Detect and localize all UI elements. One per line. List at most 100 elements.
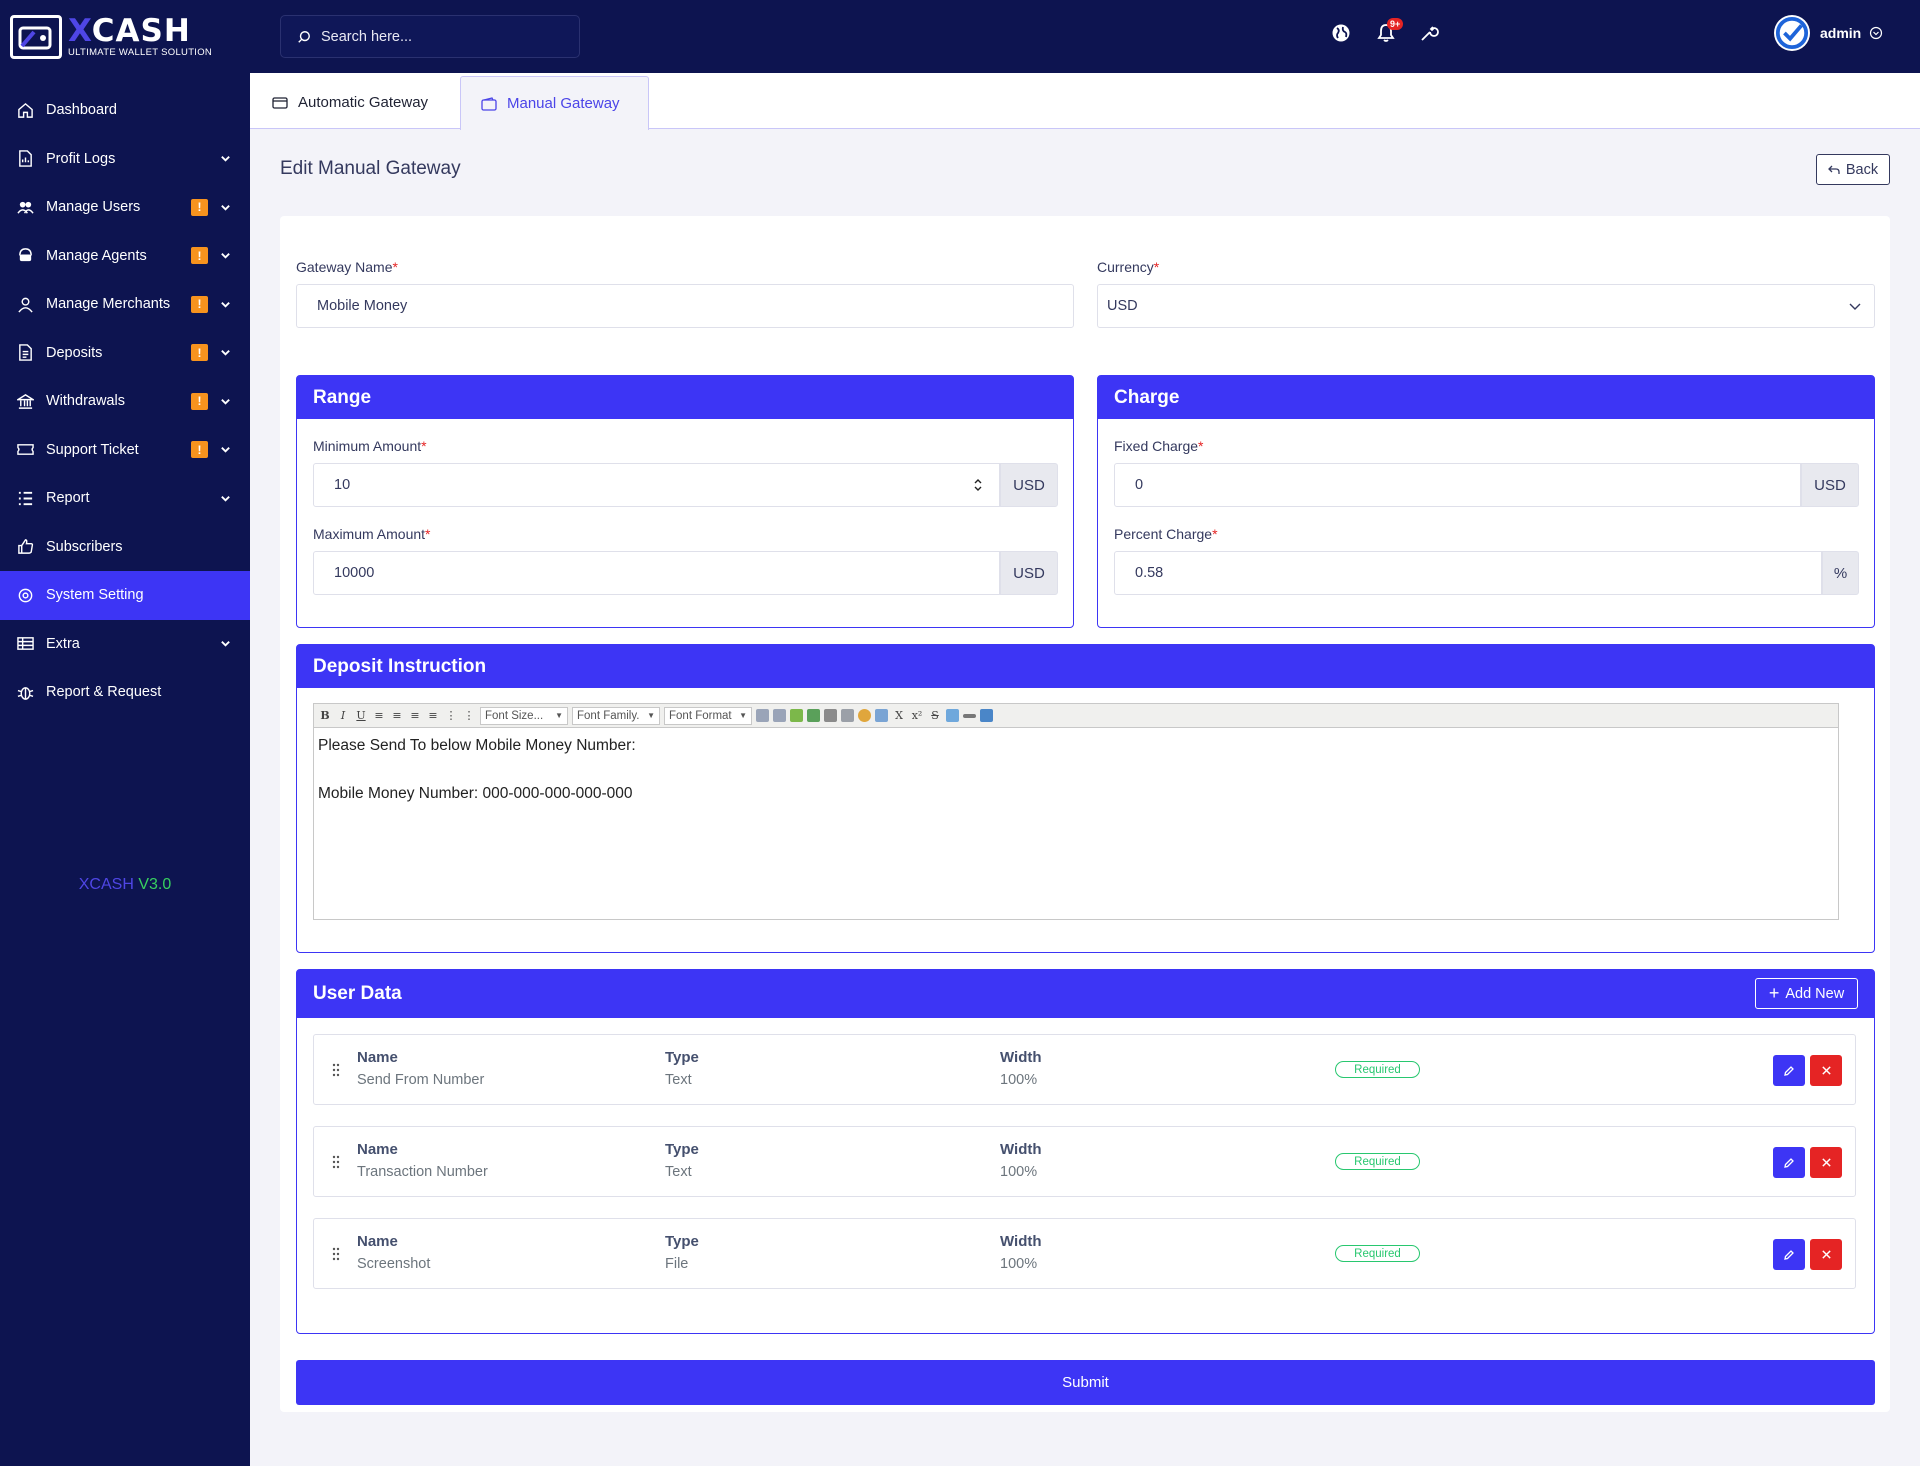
delete-button[interactable] xyxy=(1810,1147,1842,1178)
sidebar-item-report-request[interactable]: Report & Request xyxy=(0,668,250,717)
ticket-icon xyxy=(16,441,34,459)
align-right-icon[interactable]: ≡ xyxy=(410,709,420,722)
logo[interactable]: XCASH ULTIMATE WALLET SOLUTION xyxy=(0,0,250,73)
italic-button[interactable]: I xyxy=(340,709,346,722)
bold-button[interactable]: B xyxy=(320,709,330,722)
editor-content[interactable]: Please Send To below Mobile Money Number… xyxy=(314,728,1838,812)
image-icon[interactable] xyxy=(875,709,888,722)
ordered-list-icon[interactable]: ⋮ xyxy=(445,709,457,722)
link-icon[interactable] xyxy=(824,709,837,722)
outdent-icon[interactable] xyxy=(773,709,786,722)
sidebar-item-extra[interactable]: Extra xyxy=(0,620,250,669)
sidebar-item-deposits[interactable]: Deposits! xyxy=(0,329,250,378)
drag-handle-icon[interactable] xyxy=(332,1063,340,1077)
tab-manual-gateway[interactable]: Manual Gateway xyxy=(460,76,649,130)
drag-handle-icon[interactable] xyxy=(332,1247,340,1261)
gateway-name-input[interactable]: Mobile Money xyxy=(296,284,1074,328)
sidebar-item-label: Profit Logs xyxy=(46,150,116,167)
instruction-line-2: Mobile Money Number: 000-000-000-000-000 xyxy=(318,785,633,802)
field-name: Transaction Number xyxy=(357,1164,488,1180)
edit-button[interactable] xyxy=(1773,1147,1805,1178)
unordered-list-icon[interactable]: ⋮ xyxy=(463,709,475,722)
number-stepper-icon[interactable] xyxy=(973,477,983,493)
sidebar: XCASH ULTIMATE WALLET SOLUTION Dashboard… xyxy=(0,0,250,1466)
sidebar-item-profit-logs[interactable]: Profit Logs xyxy=(0,135,250,184)
instruction-line-1: Please Send To below Mobile Money Number… xyxy=(318,737,636,754)
add-new-label: Add New xyxy=(1785,985,1845,1002)
edit-button[interactable] xyxy=(1773,1055,1805,1086)
close-icon xyxy=(1821,1158,1831,1167)
name-header: Name xyxy=(357,1049,398,1066)
required-badge: Required xyxy=(1335,1245,1420,1262)
sidebar-item-dashboard[interactable]: Dashboard xyxy=(0,86,250,135)
superscript-button[interactable]: x² xyxy=(911,709,923,722)
edit-button[interactable] xyxy=(1773,1239,1805,1270)
add-new-button[interactable]: + Add New xyxy=(1755,978,1858,1009)
minimum-amount-input[interactable]: 10 xyxy=(313,463,1000,507)
unlink-icon[interactable] xyxy=(841,709,854,722)
version-name: XCASH xyxy=(78,876,134,893)
currency-select[interactable]: USD xyxy=(1097,284,1875,328)
tab-automatic-gateway[interactable]: Automatic Gateway xyxy=(252,76,448,129)
editor-toolbar: B I U ≡ ≡ ≡ ≡ ⋮ ⋮ Font Size... ▼ Font Fam… xyxy=(314,704,1838,728)
wrench-icon[interactable] xyxy=(1418,22,1440,44)
insert-image-icon[interactable] xyxy=(790,709,803,722)
maximum-amount-input[interactable]: 10000 xyxy=(313,551,1000,595)
strikethrough-button[interactable]: S xyxy=(931,709,939,722)
chevron-down-icon xyxy=(1849,303,1861,310)
font-format-select[interactable]: Font Format ▼ xyxy=(664,706,752,725)
currency-label: Currency* xyxy=(1097,259,1159,275)
currency-value: USD xyxy=(1107,298,1138,314)
chevron-down-icon: ▼ xyxy=(647,711,655,720)
pencil-icon xyxy=(1784,1157,1794,1168)
sidebar-item-manage-users[interactable]: Manage Users! xyxy=(0,183,250,232)
html-source-icon[interactable] xyxy=(980,709,993,722)
required-mark: * xyxy=(1198,438,1204,454)
required-mark: * xyxy=(392,259,398,275)
charge-title: Charge xyxy=(1098,376,1874,419)
align-center-icon[interactable]: ≡ xyxy=(392,709,402,722)
logo-tagline: ULTIMATE WALLET SOLUTION xyxy=(68,46,213,58)
deposit-instruction-title: Deposit Instruction xyxy=(297,645,1874,688)
underline-button[interactable]: U xyxy=(356,709,366,722)
insert-media-icon[interactable] xyxy=(807,709,820,722)
font-family-select[interactable]: Font Family. ▼ xyxy=(572,706,660,725)
sidebar-item-system-setting[interactable]: System Setting xyxy=(0,571,250,620)
remove-format-icon[interactable] xyxy=(946,709,959,722)
delete-button[interactable] xyxy=(1810,1055,1842,1086)
sidebar-item-label: Subscribers xyxy=(46,538,123,555)
user-data-row: Name Transaction Number Type Text Width 100% R… xyxy=(313,1126,1856,1197)
align-justify-icon[interactable]: ≡ xyxy=(428,709,438,722)
tab-label: Manual Gateway xyxy=(507,95,620,112)
rich-text-editor[interactable]: B I U ≡ ≡ ≡ ≡ ⋮ ⋮ Font Size... ▼ Font Fam… xyxy=(313,703,1839,920)
notification-bell-icon[interactable]: 9+ xyxy=(1375,18,1404,44)
subscript-button[interactable]: X xyxy=(895,709,903,722)
back-button[interactable]: Back xyxy=(1816,154,1890,185)
search-box[interactable] xyxy=(280,15,580,58)
sidebar-item-support-ticket[interactable]: Support Ticket! xyxy=(0,426,250,475)
font-size-select[interactable]: Font Size... ▼ xyxy=(480,706,568,725)
fixed-charge-input[interactable]: 0 xyxy=(1114,463,1801,507)
user-profile-menu[interactable]: admin xyxy=(1774,15,1883,51)
search-input[interactable] xyxy=(321,28,561,45)
color-picker-icon[interactable] xyxy=(858,709,871,722)
indent-icon[interactable] xyxy=(756,709,769,722)
sidebar-item-withdrawals[interactable]: Withdrawals! xyxy=(0,377,250,426)
horizontal-rule-icon[interactable] xyxy=(963,713,976,718)
sidebar-item-manage-merchants[interactable]: Manage Merchants! xyxy=(0,280,250,329)
blank-line xyxy=(318,758,1834,782)
delete-button[interactable] xyxy=(1810,1239,1842,1270)
table-icon xyxy=(16,635,34,653)
sidebar-item-subscribers[interactable]: Subscribers xyxy=(0,523,250,572)
percent-charge-label: Percent Charge* xyxy=(1114,526,1218,542)
required-mark: * xyxy=(1153,259,1160,275)
percent-charge-input[interactable]: 0.58 xyxy=(1114,551,1822,595)
notification-count: 9+ xyxy=(1387,18,1404,30)
submit-button[interactable]: Submit xyxy=(296,1360,1875,1405)
sidebar-item-report[interactable]: Report xyxy=(0,474,250,523)
globe-icon[interactable] xyxy=(1330,22,1352,44)
sidebar-item-manage-agents[interactable]: Manage Agents! xyxy=(0,232,250,281)
align-left-icon[interactable]: ≡ xyxy=(374,709,384,722)
gateway-name-label: Gateway Name* xyxy=(296,259,398,275)
drag-handle-icon[interactable] xyxy=(332,1155,340,1169)
